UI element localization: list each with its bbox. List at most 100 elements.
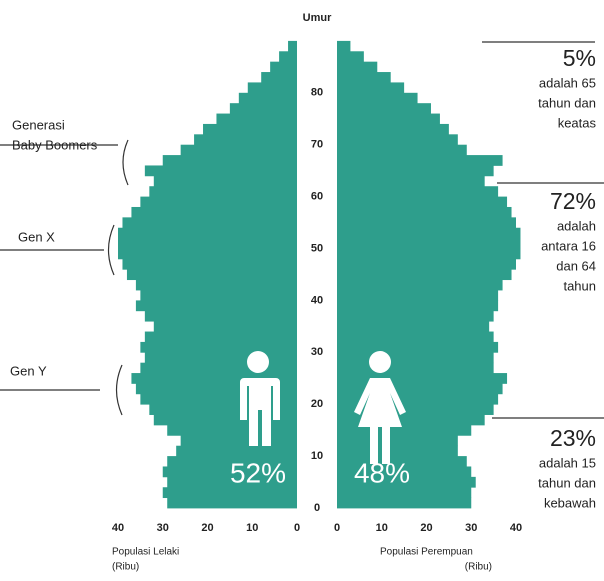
y-tick-label: 50 [311, 242, 323, 254]
bar [203, 123, 297, 135]
bar [229, 103, 297, 114]
bar [337, 217, 516, 229]
annotation-text: kebawah [544, 495, 596, 510]
bar [247, 82, 297, 94]
generation-label: Gen X [18, 229, 55, 244]
x-tick-label: 40 [112, 522, 124, 534]
annotation-percent: 23% [550, 425, 596, 451]
bar [337, 279, 503, 291]
bar [337, 300, 499, 312]
bar [337, 248, 521, 260]
bar [167, 476, 297, 488]
bar [337, 113, 440, 125]
y-tick-label: 10 [311, 450, 323, 462]
bar [180, 144, 297, 156]
bar [337, 82, 405, 94]
bar [238, 92, 297, 104]
bar [270, 61, 297, 73]
annotation-text: keatas [558, 115, 597, 130]
x-tick-label: 20 [420, 522, 432, 534]
bar [337, 373, 508, 384]
bar [162, 155, 297, 166]
annotation-text: tahun [563, 278, 596, 293]
bar [144, 310, 297, 322]
bar [167, 456, 297, 467]
x-axis-title: Populasi Perempuan [380, 547, 473, 558]
x-axis-title: Populasi Lelaki [112, 547, 179, 558]
bar [149, 404, 297, 415]
bar [337, 92, 418, 104]
x-tick-label: 20 [201, 522, 213, 534]
y-tick-label: 80 [311, 87, 323, 99]
bar [337, 331, 494, 343]
annotation-text: adalah 65 [539, 75, 596, 90]
y-tick-label: 60 [311, 191, 323, 203]
bar [337, 321, 490, 332]
y-tick-label: 70 [311, 139, 323, 151]
bar [131, 206, 297, 218]
bar [337, 290, 499, 301]
bar [337, 497, 472, 509]
x-tick-label: 30 [465, 522, 477, 534]
bar [337, 103, 431, 114]
female-icon [354, 351, 406, 464]
bar [337, 165, 494, 177]
bar [288, 40, 297, 52]
bar [337, 238, 521, 249]
y-axis-title: Umur [303, 12, 332, 24]
bar [162, 466, 297, 478]
bar [337, 72, 391, 83]
y-tick-label: 0 [314, 502, 320, 514]
bar [140, 393, 297, 405]
bar [337, 404, 494, 415]
bar [337, 456, 467, 467]
bar [337, 435, 458, 447]
bar [194, 134, 297, 146]
bar [261, 72, 297, 83]
bar [337, 61, 378, 73]
annotation-text: tahun dan [538, 95, 596, 110]
annotation-text: adalah [557, 218, 596, 233]
bar [118, 227, 297, 239]
x-tick-label: 10 [376, 522, 388, 534]
bar [135, 279, 297, 291]
bar [140, 196, 297, 208]
generation-label: Gen Y [10, 363, 47, 378]
y-tick-label: 40 [311, 294, 323, 306]
bar [337, 341, 499, 353]
annotation-text: tahun dan [538, 475, 596, 490]
bar [337, 310, 494, 322]
bar [337, 134, 458, 146]
annotation-lines [0, 41, 604, 419]
bar [337, 424, 472, 436]
y-tick-label: 30 [311, 346, 323, 358]
bar [140, 341, 297, 353]
bar [337, 227, 521, 239]
bar [126, 269, 297, 281]
bar [149, 186, 297, 197]
bar [337, 476, 476, 488]
share-label: 52% [230, 457, 286, 488]
bar [337, 414, 485, 426]
bar [337, 487, 472, 499]
bar [337, 175, 485, 187]
bar [337, 258, 516, 270]
bar [337, 196, 508, 208]
bar [216, 113, 297, 125]
annotation-text: adalah 15 [539, 455, 596, 470]
x-axis-unit: (Ribu) [112, 562, 139, 573]
x-tick-label: 40 [510, 522, 522, 534]
bar [337, 393, 499, 405]
bar [279, 51, 297, 63]
bar [144, 331, 297, 343]
bar [337, 123, 449, 135]
bar [144, 165, 297, 177]
x-tick-label: 0 [334, 522, 340, 534]
bar [337, 51, 364, 63]
bar [162, 487, 297, 499]
bar [167, 424, 297, 436]
x-tick-label: 10 [246, 522, 258, 534]
bar [140, 290, 297, 301]
bar [337, 352, 494, 364]
